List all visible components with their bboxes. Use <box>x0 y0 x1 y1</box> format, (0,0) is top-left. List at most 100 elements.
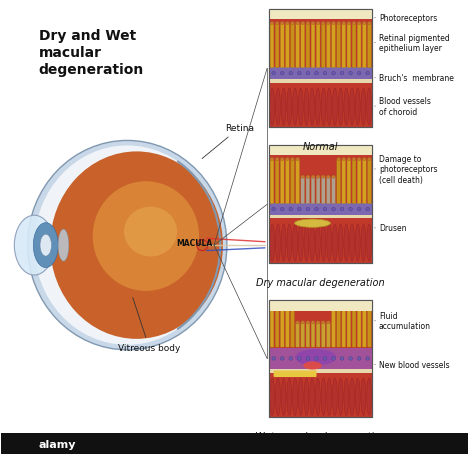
FancyBboxPatch shape <box>316 322 320 347</box>
Circle shape <box>270 301 273 304</box>
Circle shape <box>366 72 370 76</box>
Circle shape <box>306 176 310 179</box>
Circle shape <box>298 72 301 76</box>
Circle shape <box>311 321 315 324</box>
Ellipse shape <box>292 89 298 126</box>
Circle shape <box>337 158 340 161</box>
FancyBboxPatch shape <box>270 24 274 69</box>
FancyBboxPatch shape <box>269 10 372 128</box>
FancyBboxPatch shape <box>306 177 310 204</box>
Text: Normal: Normal <box>303 142 338 152</box>
Ellipse shape <box>344 89 349 126</box>
FancyBboxPatch shape <box>363 24 366 69</box>
FancyBboxPatch shape <box>273 371 317 377</box>
FancyBboxPatch shape <box>270 302 274 347</box>
Bar <box>269 10 372 20</box>
Circle shape <box>317 22 320 25</box>
Ellipse shape <box>321 89 326 126</box>
Text: Fluid
accumulation: Fluid accumulation <box>379 311 431 331</box>
Circle shape <box>357 158 361 161</box>
Text: Bruch's  membrane: Bruch's membrane <box>379 74 454 83</box>
Circle shape <box>272 357 275 360</box>
FancyBboxPatch shape <box>352 24 356 69</box>
FancyBboxPatch shape <box>269 146 372 264</box>
FancyBboxPatch shape <box>270 159 274 204</box>
FancyBboxPatch shape <box>367 159 371 204</box>
FancyBboxPatch shape <box>352 159 356 204</box>
Circle shape <box>306 72 310 76</box>
Ellipse shape <box>281 225 286 262</box>
Circle shape <box>342 22 346 25</box>
Circle shape <box>321 176 325 179</box>
Ellipse shape <box>315 89 320 126</box>
FancyBboxPatch shape <box>291 302 294 347</box>
Bar <box>269 146 372 156</box>
Circle shape <box>366 208 370 212</box>
Bar <box>269 300 372 312</box>
Circle shape <box>363 22 366 25</box>
FancyBboxPatch shape <box>327 177 330 204</box>
Ellipse shape <box>350 225 355 262</box>
FancyBboxPatch shape <box>316 177 320 204</box>
Ellipse shape <box>287 379 292 415</box>
Ellipse shape <box>33 223 58 268</box>
Circle shape <box>311 176 315 179</box>
FancyBboxPatch shape <box>275 302 279 347</box>
Ellipse shape <box>281 379 286 415</box>
Circle shape <box>298 208 301 212</box>
Ellipse shape <box>333 379 337 415</box>
Circle shape <box>275 158 279 161</box>
Ellipse shape <box>34 146 220 345</box>
Text: Drusen: Drusen <box>379 224 407 233</box>
Circle shape <box>281 72 284 76</box>
Ellipse shape <box>14 216 54 275</box>
Circle shape <box>332 301 335 304</box>
FancyBboxPatch shape <box>347 159 351 204</box>
Circle shape <box>286 158 289 161</box>
Ellipse shape <box>327 225 332 262</box>
FancyBboxPatch shape <box>363 302 366 347</box>
Ellipse shape <box>338 225 343 262</box>
FancyBboxPatch shape <box>296 322 300 347</box>
Circle shape <box>347 158 351 161</box>
Circle shape <box>321 321 325 324</box>
FancyBboxPatch shape <box>311 177 315 204</box>
Ellipse shape <box>361 89 366 126</box>
Ellipse shape <box>356 225 360 262</box>
Text: Damage to
photoreceptors
(cell death): Damage to photoreceptors (cell death) <box>379 155 438 184</box>
FancyBboxPatch shape <box>285 159 289 204</box>
Ellipse shape <box>310 89 315 126</box>
Circle shape <box>289 357 292 360</box>
Ellipse shape <box>40 235 52 257</box>
Circle shape <box>323 357 327 360</box>
Circle shape <box>296 22 299 25</box>
Circle shape <box>368 22 371 25</box>
Circle shape <box>281 158 284 161</box>
Ellipse shape <box>298 225 303 262</box>
Ellipse shape <box>344 225 349 262</box>
Circle shape <box>275 22 279 25</box>
Ellipse shape <box>124 207 177 257</box>
Circle shape <box>347 22 351 25</box>
Circle shape <box>296 321 299 324</box>
Circle shape <box>340 357 344 360</box>
Text: MACULA: MACULA <box>176 238 212 248</box>
Circle shape <box>327 176 330 179</box>
FancyBboxPatch shape <box>316 24 320 69</box>
Ellipse shape <box>315 379 320 415</box>
Circle shape <box>301 176 304 179</box>
Ellipse shape <box>361 379 366 415</box>
Ellipse shape <box>304 89 309 126</box>
FancyBboxPatch shape <box>321 322 325 347</box>
Circle shape <box>270 22 273 25</box>
Circle shape <box>342 301 346 304</box>
Text: New blood vessels: New blood vessels <box>379 360 450 369</box>
FancyBboxPatch shape <box>332 24 336 69</box>
Circle shape <box>281 357 284 360</box>
Ellipse shape <box>361 225 366 262</box>
FancyBboxPatch shape <box>311 322 315 347</box>
Circle shape <box>306 321 310 324</box>
FancyBboxPatch shape <box>327 322 330 347</box>
Text: Vitreous body: Vitreous body <box>118 298 180 352</box>
Ellipse shape <box>93 182 199 291</box>
